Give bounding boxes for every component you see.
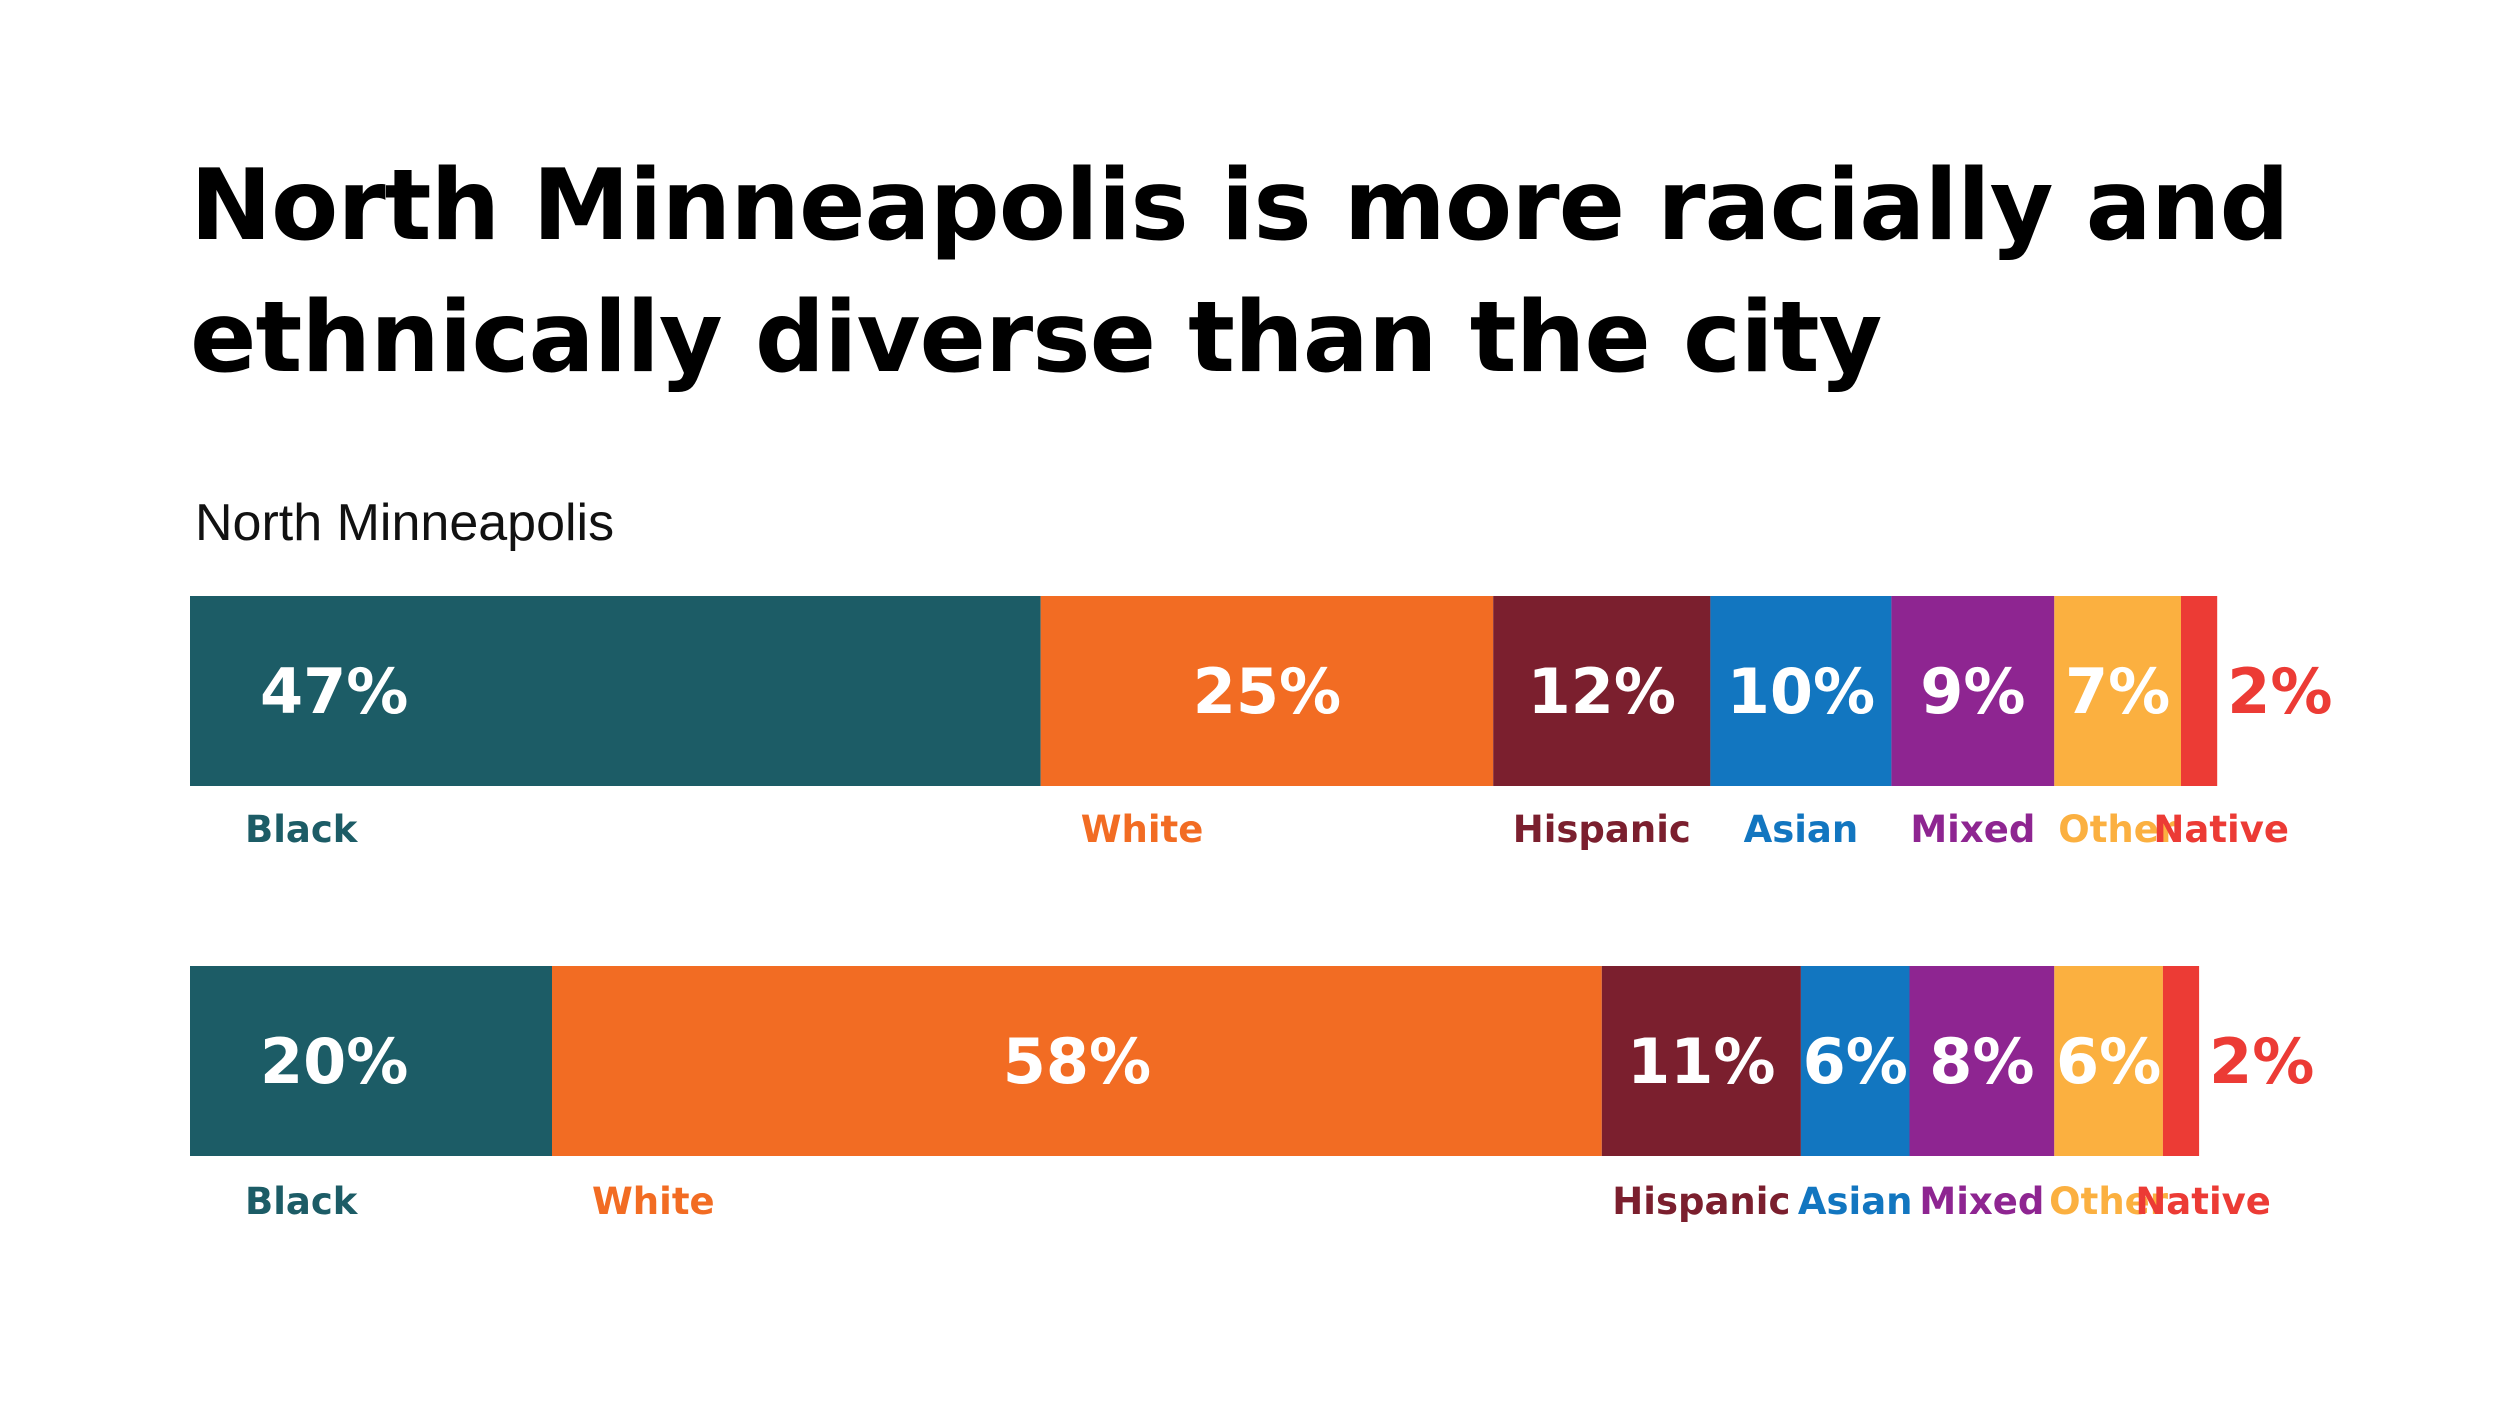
data-label-row-2-black: 20% [260,1025,408,1098]
category-label-north-minneapolis-asian: Asian [1744,808,1859,851]
data-label-north-minneapolis-native: 2% [2227,655,2332,728]
category-label-row-2-asian: Asian [1798,1180,1913,1223]
data-label-row-2-mixed: 8% [1929,1025,2034,1098]
category-label-row-2-mixed: Mixed [1919,1180,2044,1223]
data-label-row-2-other: 6% [2056,1025,2161,1098]
data-label-row-2-white: 58% [1003,1025,1151,1098]
category-label-row-2-black: Black [245,1180,359,1223]
data-label-north-minneapolis-mixed: 9% [1920,655,2025,728]
category-label-north-minneapolis-mixed: Mixed [1910,808,2035,851]
data-label-north-minneapolis-other: 7% [2065,655,2170,728]
category-label-north-minneapolis-native: Native [2153,808,2289,851]
category-label-north-minneapolis-black: Black [245,808,359,851]
category-label-north-minneapolis-white: White [1081,808,1204,851]
data-label-north-minneapolis-white: 25% [1193,655,1341,728]
series-label-north-minneapolis: North Minneapolis [195,494,614,552]
category-label-row-2-hispanic: Hispanic [1612,1180,1790,1223]
data-label-north-minneapolis-hispanic: 12% [1528,655,1676,728]
data-label-row-2-asian: 6% [1803,1025,1908,1098]
category-label-row-2-white: White [592,1180,715,1223]
category-label-row-2-native: Native [2135,1180,2271,1223]
data-label-north-minneapolis-asian: 10% [1727,655,1875,728]
bar-segment-row-2-native [2163,966,2199,1156]
data-label-row-2-hispanic: 11% [1627,1025,1775,1098]
bar-segment-north-minneapolis-native [2181,596,2217,786]
stacked-bar-chart: North Minneapolis 47% Black 25% White 12% Hisp… [0,0,2500,1406]
data-label-north-minneapolis-black: 47% [260,655,408,728]
data-label-row-2-native: 2% [2209,1025,2314,1098]
category-label-north-minneapolis-hispanic: Hispanic [1513,808,1691,851]
